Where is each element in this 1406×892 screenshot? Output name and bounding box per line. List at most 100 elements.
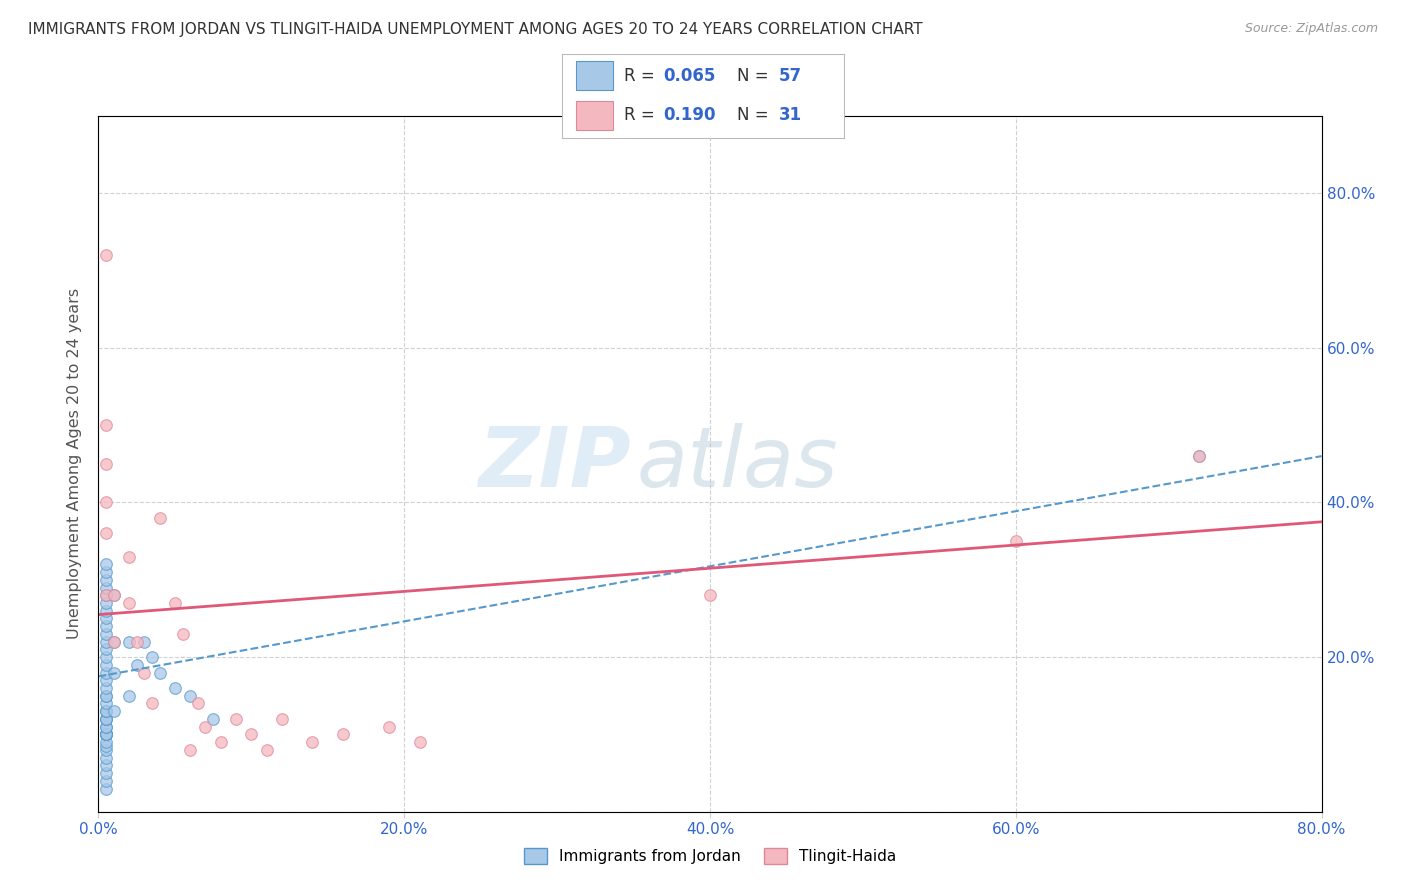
Point — [94, 558, 117, 572]
Point — [94, 727, 117, 741]
Point — [94, 727, 117, 741]
Point — [94, 739, 117, 753]
Point — [225, 712, 247, 726]
Point — [94, 657, 117, 672]
Point — [94, 720, 117, 734]
Point — [94, 727, 117, 741]
Text: N =: N = — [737, 106, 773, 124]
Point — [94, 604, 117, 618]
Point — [125, 634, 148, 648]
Point — [103, 665, 125, 680]
Point — [332, 727, 354, 741]
Point — [699, 588, 721, 602]
Point — [378, 720, 401, 734]
Text: 0.190: 0.190 — [664, 106, 716, 124]
Point — [103, 634, 125, 648]
Text: R =: R = — [624, 67, 661, 85]
Point — [240, 727, 263, 741]
Point — [1188, 449, 1211, 463]
Point — [179, 743, 201, 757]
Point — [270, 712, 292, 726]
Point — [94, 689, 117, 703]
Text: 31: 31 — [779, 106, 801, 124]
Point — [134, 634, 156, 648]
Point — [163, 596, 186, 610]
Text: 0.065: 0.065 — [664, 67, 716, 85]
Point — [94, 681, 117, 695]
Point — [94, 495, 117, 509]
Point — [256, 743, 278, 757]
Point — [94, 248, 117, 262]
Point — [94, 565, 117, 579]
Point — [94, 704, 117, 718]
Point — [94, 650, 117, 665]
Point — [408, 735, 430, 749]
Legend: Immigrants from Jordan, Tlingit-Haida: Immigrants from Jordan, Tlingit-Haida — [517, 842, 903, 871]
Point — [172, 627, 194, 641]
Point — [94, 642, 117, 657]
Point — [103, 634, 125, 648]
Point — [94, 573, 117, 587]
Point — [94, 627, 117, 641]
Point — [209, 735, 232, 749]
Point — [94, 619, 117, 633]
Y-axis label: Unemployment Among Ages 20 to 24 years: Unemployment Among Ages 20 to 24 years — [67, 288, 83, 640]
Point — [94, 704, 117, 718]
Text: R =: R = — [624, 106, 661, 124]
Point — [118, 549, 141, 564]
Text: atlas: atlas — [637, 424, 838, 504]
Point — [94, 727, 117, 741]
Point — [94, 758, 117, 772]
Point — [94, 634, 117, 648]
Point — [1004, 534, 1026, 549]
Point — [94, 743, 117, 757]
Point — [94, 727, 117, 741]
Text: Source: ZipAtlas.com: Source: ZipAtlas.com — [1244, 22, 1378, 36]
Point — [141, 697, 163, 711]
Point — [202, 712, 225, 726]
Bar — [576, 101, 613, 130]
Point — [94, 526, 117, 541]
Point — [94, 704, 117, 718]
Point — [94, 588, 117, 602]
Point — [94, 727, 117, 741]
Point — [94, 727, 117, 741]
Point — [149, 665, 172, 680]
Point — [94, 781, 117, 796]
Point — [1188, 449, 1211, 463]
Text: ZIP: ZIP — [478, 424, 630, 504]
Point — [94, 457, 117, 471]
Point — [94, 712, 117, 726]
Point — [103, 588, 125, 602]
Point — [301, 735, 323, 749]
Bar — [576, 62, 613, 90]
Point — [125, 657, 148, 672]
Point — [103, 704, 125, 718]
Point — [187, 697, 209, 711]
Point — [94, 750, 117, 764]
Point — [94, 697, 117, 711]
Point — [94, 665, 117, 680]
Point — [94, 673, 117, 688]
Point — [94, 720, 117, 734]
Point — [94, 773, 117, 788]
Point — [94, 735, 117, 749]
Point — [94, 712, 117, 726]
Point — [94, 712, 117, 726]
Point — [94, 581, 117, 595]
Text: N =: N = — [737, 67, 773, 85]
Point — [118, 596, 141, 610]
Point — [94, 588, 117, 602]
Text: IMMIGRANTS FROM JORDAN VS TLINGIT-HAIDA UNEMPLOYMENT AMONG AGES 20 TO 24 YEARS C: IMMIGRANTS FROM JORDAN VS TLINGIT-HAIDA … — [28, 22, 922, 37]
Point — [163, 681, 186, 695]
Point — [134, 665, 156, 680]
Point — [103, 588, 125, 602]
Point — [94, 611, 117, 625]
Point — [149, 511, 172, 525]
Point — [94, 596, 117, 610]
Text: 57: 57 — [779, 67, 801, 85]
Point — [94, 766, 117, 780]
Point — [194, 720, 217, 734]
Point — [141, 650, 163, 665]
Point — [94, 689, 117, 703]
